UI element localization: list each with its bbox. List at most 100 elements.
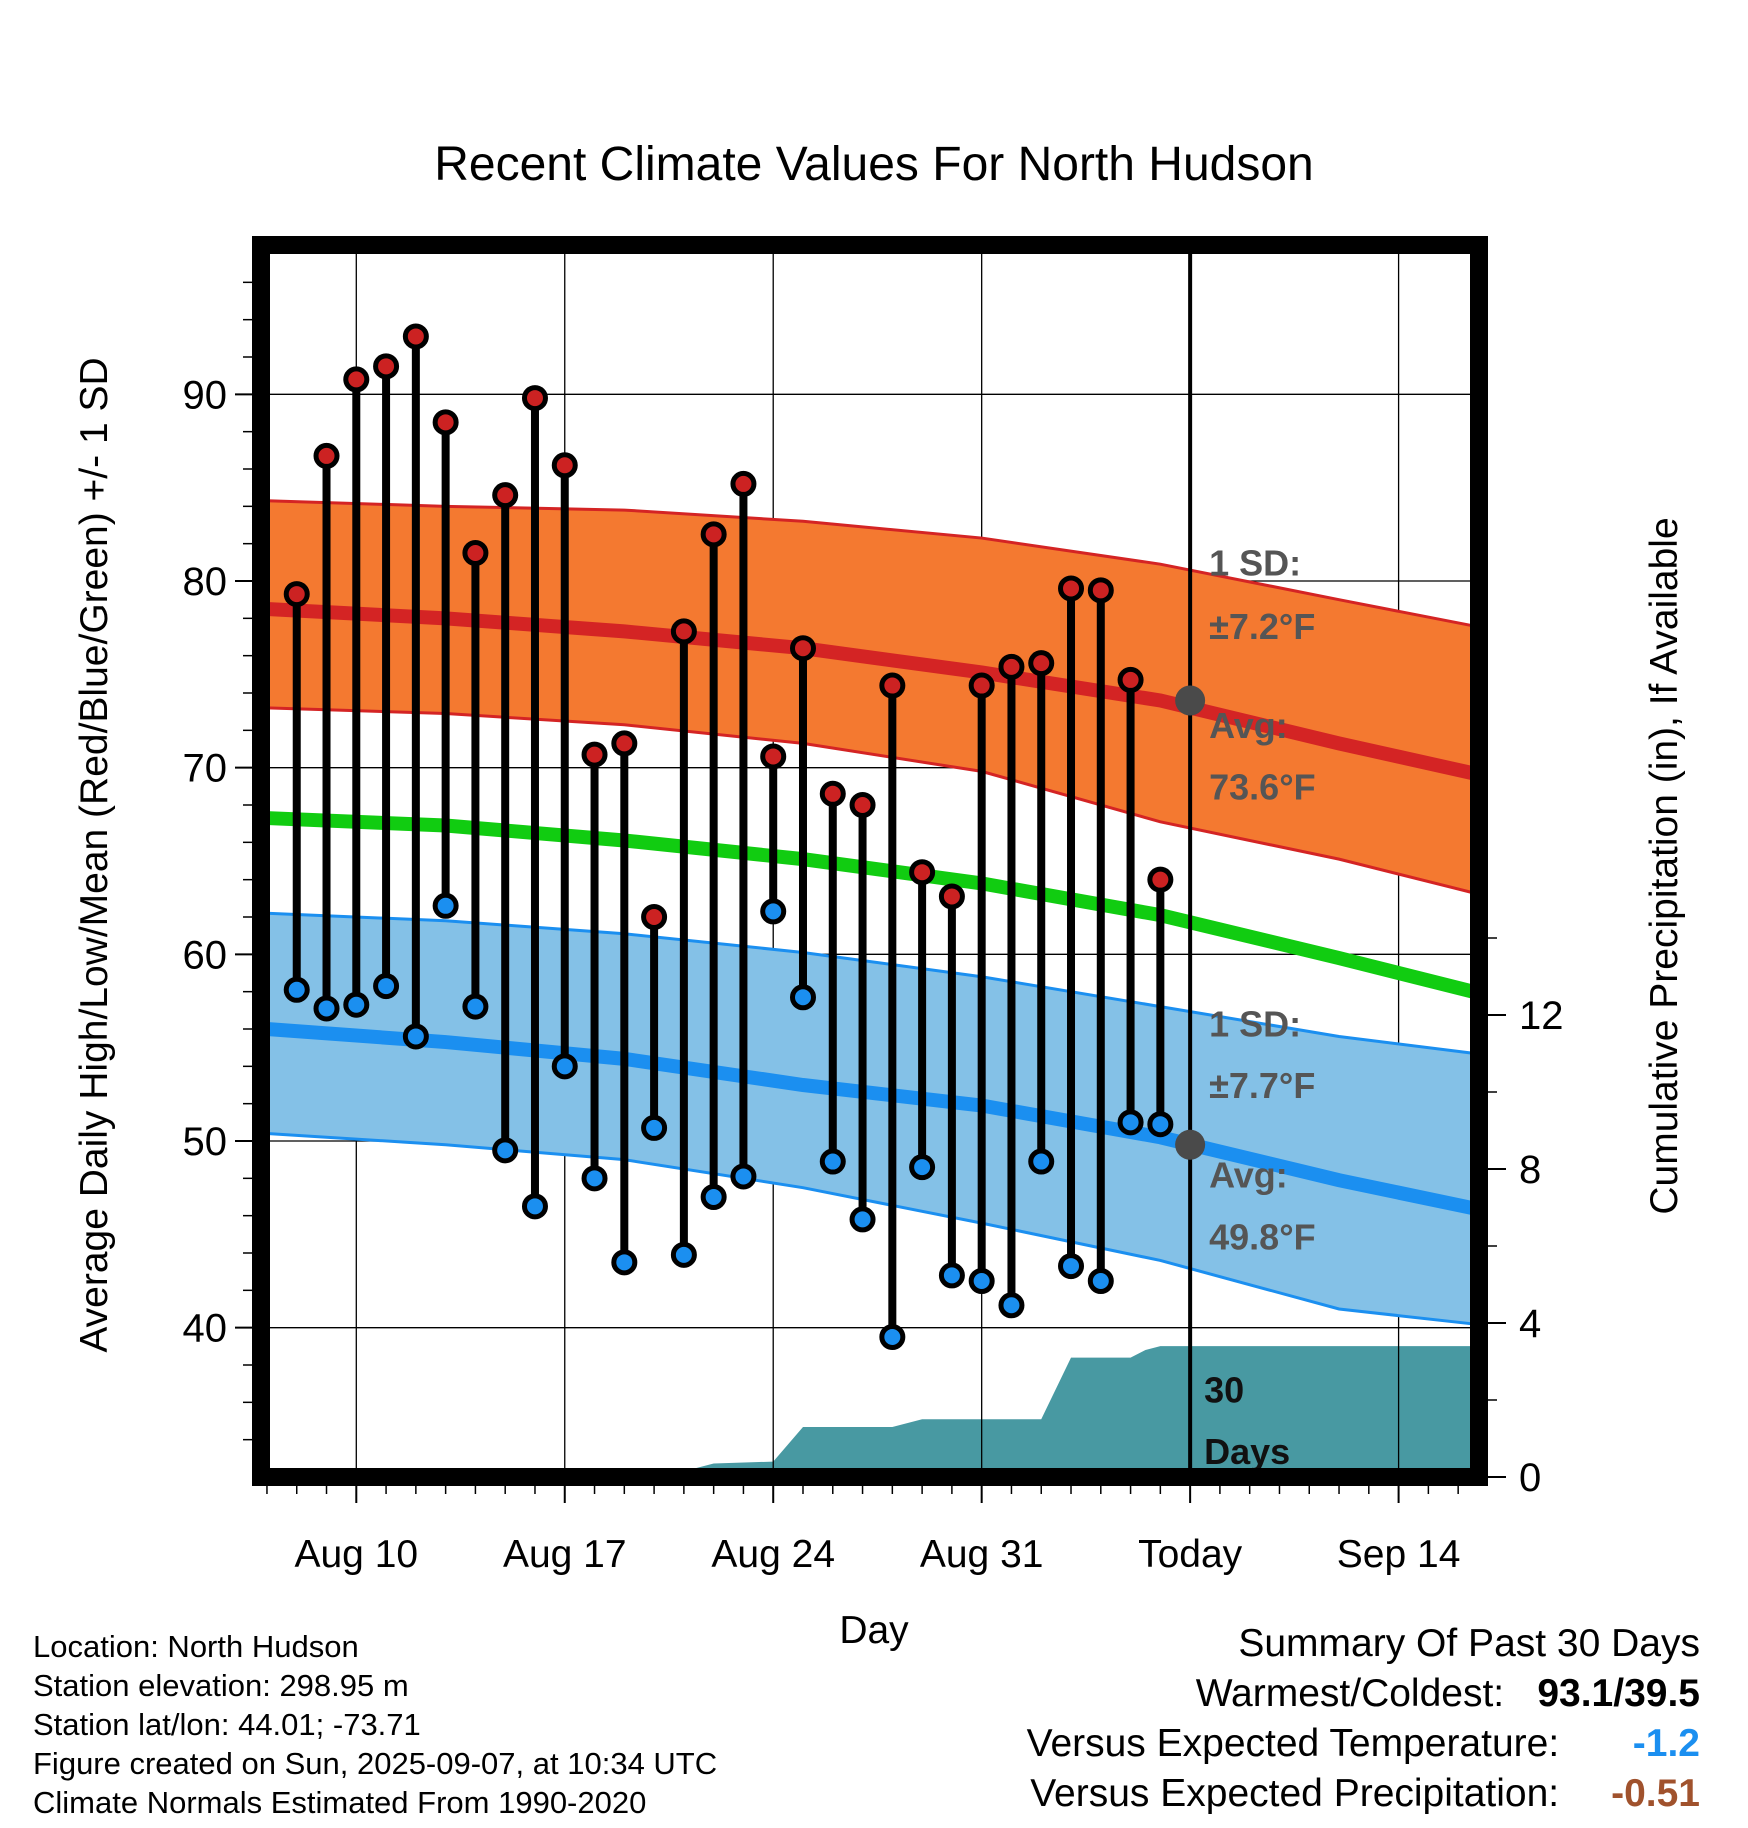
daily-low-marker xyxy=(1147,1111,1174,1138)
precip-value: -0.51 xyxy=(1611,1772,1700,1815)
y2-axis-label: Cumulative Precipitation (in), If Availa… xyxy=(1643,517,1686,1214)
daily-low-marker xyxy=(819,1148,846,1175)
daily-low-marker xyxy=(909,1154,936,1181)
high-sd-label: 1 SD: xyxy=(1209,542,1301,583)
y-tick-label: 50 xyxy=(183,1120,228,1164)
daily-high-marker xyxy=(551,452,578,479)
daily-high-marker xyxy=(641,904,668,930)
low-avg-label: Avg: xyxy=(1209,1155,1288,1196)
daily-high-marker xyxy=(432,409,459,436)
latlon-text: Station lat/lon: 44.01; -73.71 xyxy=(33,1707,421,1742)
chart-title: Recent Climate Values For North Hudson xyxy=(434,138,1314,191)
created-text: Figure created on Sun, 2025-09-07, at 10… xyxy=(33,1746,718,1781)
daily-high-marker xyxy=(1147,866,1174,893)
normals-text: Climate Normals Estimated From 1990-2020 xyxy=(33,1785,647,1820)
daily-low-marker xyxy=(343,991,370,1018)
daily-high-marker xyxy=(1117,666,1144,693)
y2-tick-label: 12 xyxy=(1519,994,1564,1038)
daily-low-marker xyxy=(373,973,400,1000)
daily-high-marker xyxy=(760,743,787,770)
daily-low-marker xyxy=(998,1292,1025,1319)
station-metadata: Location: North Hudson Station elevation… xyxy=(33,1627,717,1822)
daily-low-marker xyxy=(432,892,459,919)
daily-low-marker xyxy=(938,1262,965,1289)
daily-low-marker xyxy=(760,898,787,925)
daily-low-marker xyxy=(641,1114,668,1141)
daily-high-marker xyxy=(343,366,370,393)
summary-temp: Versus Expected Temperature: -1.2 xyxy=(800,1719,1700,1769)
summary-heading: Summary Of Past 30 Days xyxy=(1238,1622,1700,1665)
temp-value: -1.2 xyxy=(1632,1722,1700,1765)
low-sd-label: 1 SD: xyxy=(1209,1003,1301,1044)
high-sd-value: ±7.2°F xyxy=(1209,606,1315,647)
daily-low-marker xyxy=(968,1268,995,1294)
daily-high-marker xyxy=(1087,577,1114,604)
x-tick-label: Today xyxy=(1138,1533,1243,1576)
daily-low-marker xyxy=(1058,1253,1085,1280)
y2-tick-label: 8 xyxy=(1519,1148,1541,1192)
high-avg-label: Avg: xyxy=(1209,705,1288,746)
daily-high-marker xyxy=(909,859,936,886)
daily-high-marker xyxy=(968,672,995,699)
daily-low-marker xyxy=(402,1023,429,1050)
today-low-avg-marker xyxy=(1175,1129,1206,1160)
y-tick-label: 40 xyxy=(183,1307,228,1351)
summary-extremes: Warmest/Coldest: 93.1/39.5 xyxy=(800,1669,1700,1719)
daily-low-marker xyxy=(581,1165,608,1192)
daily-high-marker xyxy=(521,385,548,412)
temp-label: Versus Expected Temperature: xyxy=(1026,1722,1560,1765)
daily-high-marker xyxy=(402,323,429,350)
daily-low-marker xyxy=(789,984,816,1011)
summary-panel: Summary Of Past 30 Days Warmest/Coldest:… xyxy=(800,1619,1700,1819)
daily-high-marker xyxy=(789,635,816,662)
plot-area xyxy=(261,245,1479,1477)
daily-high-marker xyxy=(313,442,340,469)
daily-low-marker xyxy=(670,1241,697,1268)
precip-area xyxy=(296,1346,1479,1477)
daily-high-marker xyxy=(1058,575,1085,602)
precip-label: Versus Expected Precipitation: xyxy=(1030,1772,1560,1815)
y-tick-label: 90 xyxy=(183,373,228,417)
days-count-word: Days xyxy=(1204,1431,1290,1472)
y2-tick-label: 0 xyxy=(1519,1456,1541,1500)
daily-low-marker xyxy=(283,976,310,1003)
daily-high-marker xyxy=(581,741,608,768)
daily-low-marker xyxy=(879,1324,906,1350)
daily-low-marker xyxy=(1117,1109,1144,1136)
location-text: Location: North Hudson xyxy=(33,1629,359,1664)
daily-high-marker xyxy=(670,618,697,645)
low-sd-value: ±7.7°F xyxy=(1209,1065,1315,1106)
daily-low-marker xyxy=(313,995,340,1022)
y-tick-label: 70 xyxy=(183,747,228,791)
high-avg-value: 73.6°F xyxy=(1209,766,1315,807)
daily-high-marker xyxy=(611,730,638,757)
extremes-label: Warmest/Coldest: xyxy=(1195,1672,1505,1715)
plot-frame xyxy=(252,236,1488,1486)
daily-high-marker xyxy=(938,883,965,910)
daily-high-marker xyxy=(730,470,757,497)
today-high-avg-marker xyxy=(1175,685,1206,716)
daily-low-marker xyxy=(849,1206,876,1233)
x-tick-label: Aug 24 xyxy=(711,1533,835,1576)
daily-low-marker xyxy=(492,1137,519,1164)
daily-high-marker xyxy=(373,353,400,380)
normal-low-band xyxy=(266,913,1474,1324)
daily-high-marker xyxy=(283,581,310,608)
daily-high-marker xyxy=(492,482,519,509)
x-tick-label: Sep 14 xyxy=(1337,1533,1461,1576)
y-tick-label: 80 xyxy=(183,560,228,604)
y-tick-label: 60 xyxy=(183,933,228,977)
daily-high-marker xyxy=(879,672,906,699)
daily-high-marker xyxy=(819,780,846,807)
x-tick-label: Aug 10 xyxy=(294,1533,418,1576)
daily-high-marker xyxy=(1028,650,1055,677)
days-count-number: 30 xyxy=(1204,1369,1244,1410)
x-axis-label: Day xyxy=(839,1609,909,1652)
low-avg-value: 49.8°F xyxy=(1209,1216,1315,1257)
daily-low-marker xyxy=(611,1249,638,1276)
daily-low-marker xyxy=(700,1184,727,1210)
daily-low-marker xyxy=(1028,1148,1055,1175)
daily-high-marker xyxy=(700,521,727,548)
x-tick-label: Aug 31 xyxy=(920,1533,1044,1576)
summary-precip: Versus Expected Precipitation: -0.51 xyxy=(800,1769,1700,1819)
